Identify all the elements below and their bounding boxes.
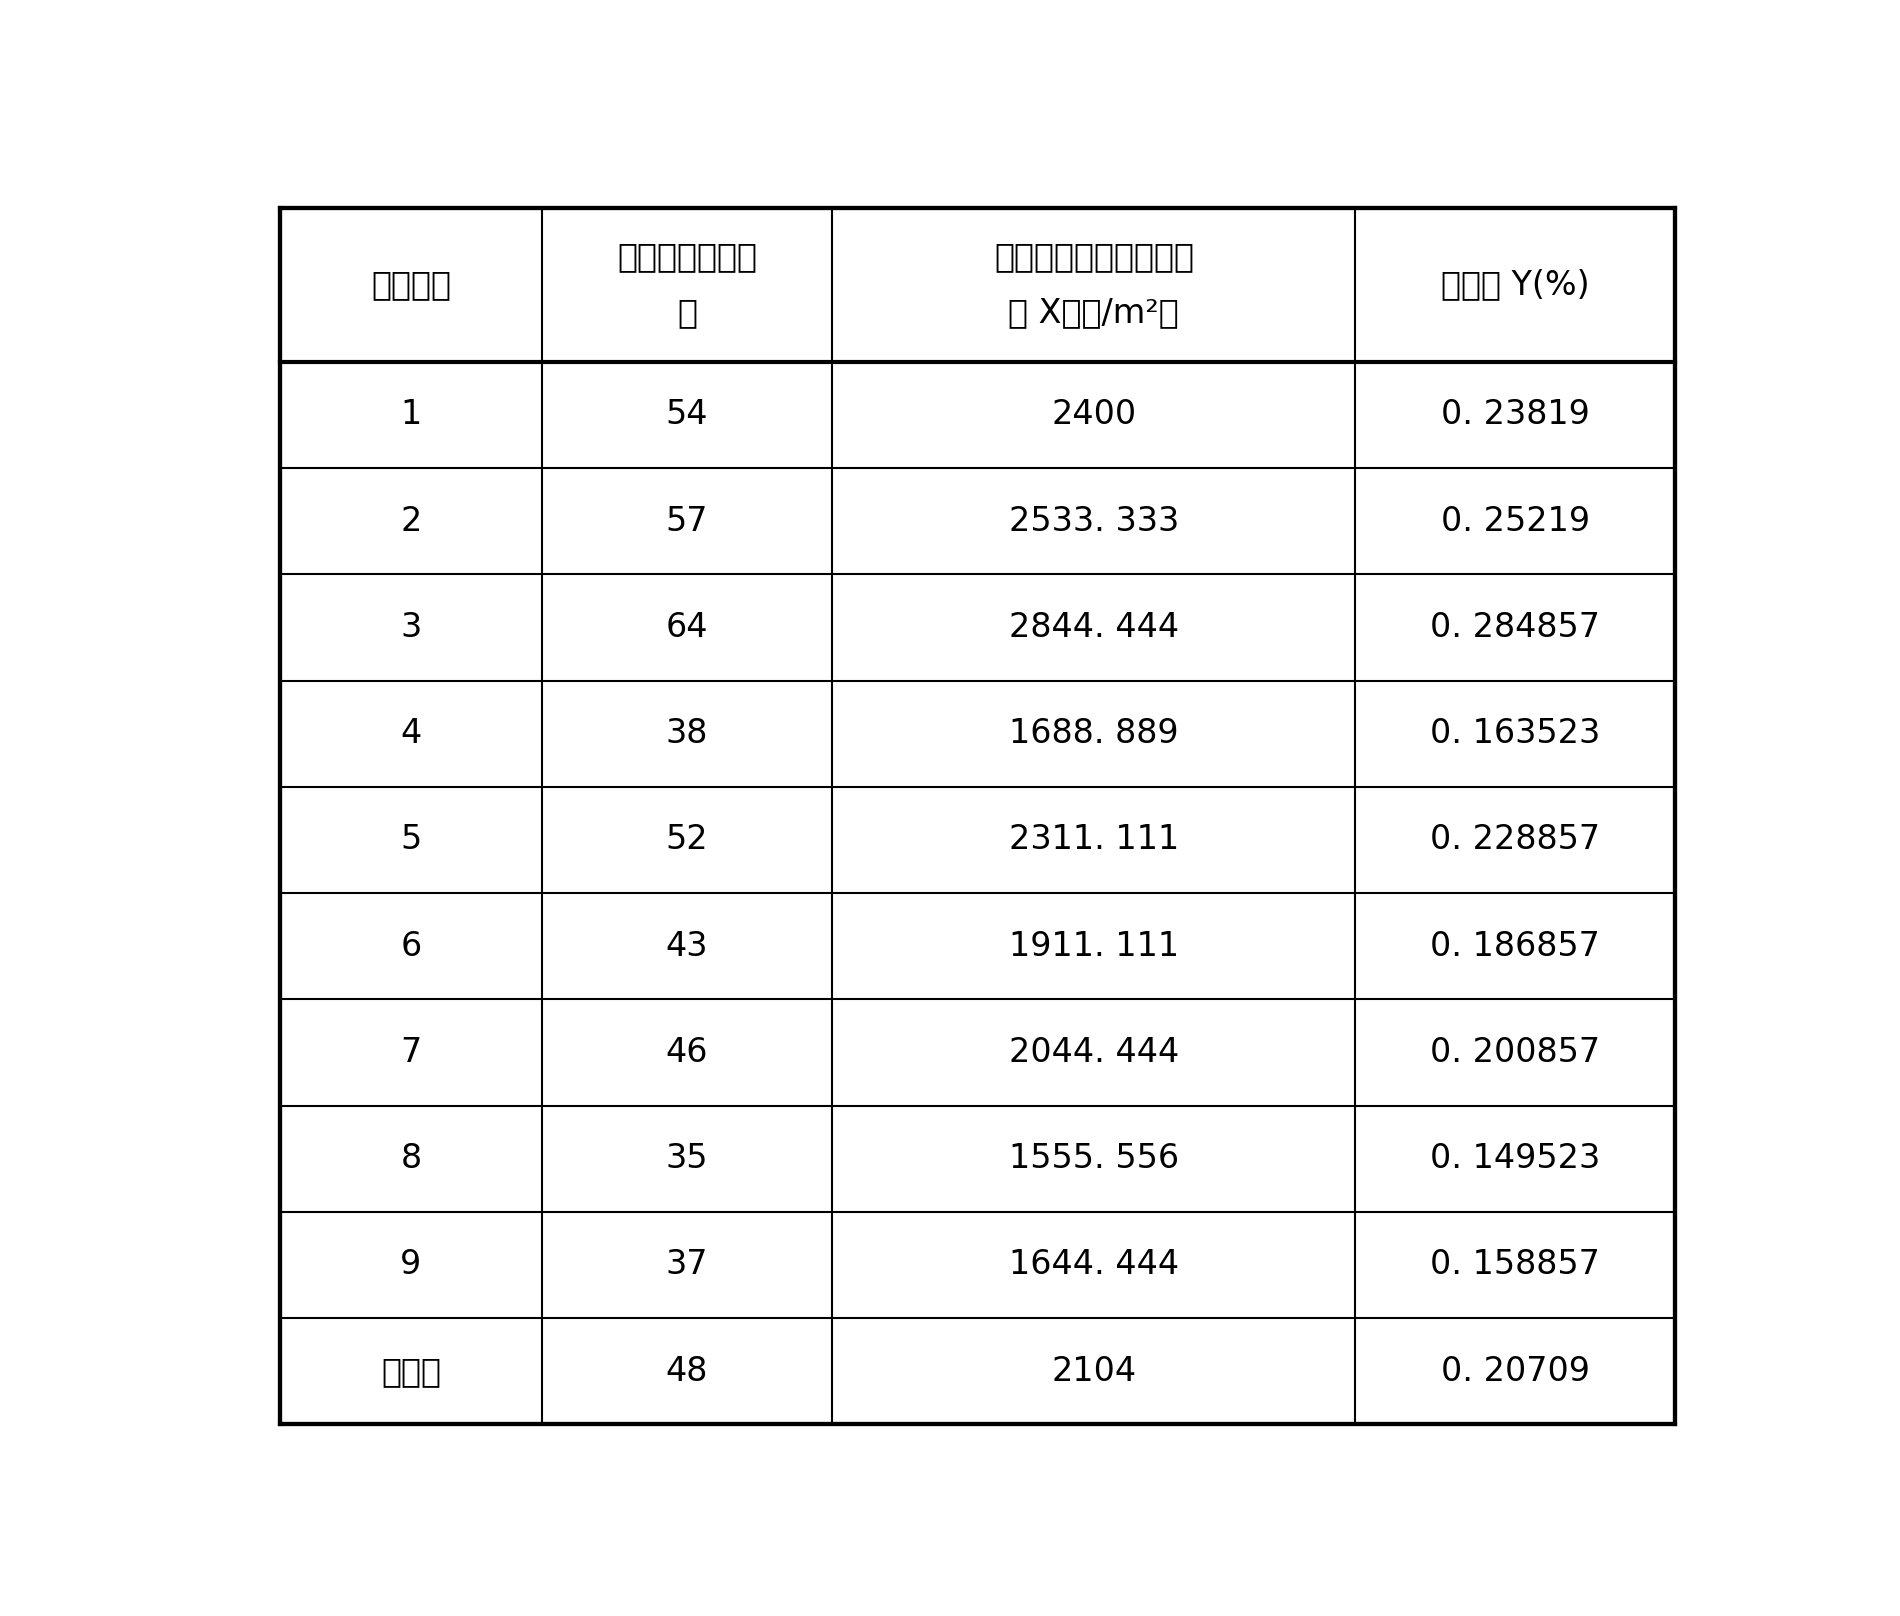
Text: 2844. 444: 2844. 444 [1009, 611, 1178, 643]
Text: 平均值: 平均值 [380, 1354, 441, 1388]
Text: 2400: 2400 [1051, 399, 1136, 431]
Text: 0. 228857: 0. 228857 [1431, 824, 1600, 856]
Text: 0. 284857: 0. 284857 [1431, 611, 1600, 643]
Text: 2311. 111: 2311. 111 [1009, 824, 1180, 856]
Text: 断裂面钢纤维根: 断裂面钢纤维根 [618, 241, 756, 273]
Text: 1555. 556: 1555. 556 [1009, 1143, 1178, 1175]
Text: 46: 46 [665, 1036, 709, 1068]
Text: 数 X（根/m²）: 数 X（根/m²） [1009, 296, 1180, 330]
Text: 试件编号: 试件编号 [370, 268, 450, 301]
Text: 断裂面每平米钢纤维根: 断裂面每平米钢纤维根 [994, 241, 1193, 273]
Text: 0. 149523: 0. 149523 [1431, 1143, 1600, 1175]
Text: 2: 2 [401, 504, 422, 538]
Text: 数: 数 [676, 296, 697, 330]
Text: 37: 37 [665, 1249, 709, 1281]
Text: 2533. 333: 2533. 333 [1009, 504, 1180, 538]
Text: 1644. 444: 1644. 444 [1009, 1249, 1178, 1281]
Text: 2044. 444: 2044. 444 [1009, 1036, 1180, 1068]
Text: 2104: 2104 [1051, 1354, 1136, 1388]
Text: 0. 20709: 0. 20709 [1440, 1354, 1590, 1388]
Text: 48: 48 [665, 1354, 709, 1388]
Text: 3: 3 [401, 611, 422, 643]
Text: 0. 163523: 0. 163523 [1431, 718, 1600, 750]
Text: 0. 158857: 0. 158857 [1431, 1249, 1600, 1281]
Text: 体积率 Y(%): 体积率 Y(%) [1440, 268, 1590, 301]
Text: 57: 57 [665, 504, 709, 538]
Text: 9: 9 [401, 1249, 422, 1281]
Text: 54: 54 [665, 399, 709, 431]
Text: 5: 5 [401, 824, 422, 856]
Text: 43: 43 [665, 929, 709, 963]
Text: 0. 186857: 0. 186857 [1431, 929, 1600, 963]
Text: 0. 25219: 0. 25219 [1440, 504, 1590, 538]
Text: 35: 35 [665, 1143, 709, 1175]
Text: 4: 4 [401, 718, 422, 750]
Text: 38: 38 [665, 718, 709, 750]
Text: 1911. 111: 1911. 111 [1009, 929, 1178, 963]
Text: 8: 8 [401, 1143, 422, 1175]
Text: 64: 64 [665, 611, 709, 643]
Text: 0. 23819: 0. 23819 [1440, 399, 1590, 431]
Text: 0. 200857: 0. 200857 [1431, 1036, 1600, 1068]
Text: 7: 7 [401, 1036, 422, 1068]
Text: 1: 1 [401, 399, 422, 431]
Text: 52: 52 [665, 824, 709, 856]
Text: 6: 6 [401, 929, 422, 963]
Text: 1688. 889: 1688. 889 [1009, 718, 1178, 750]
